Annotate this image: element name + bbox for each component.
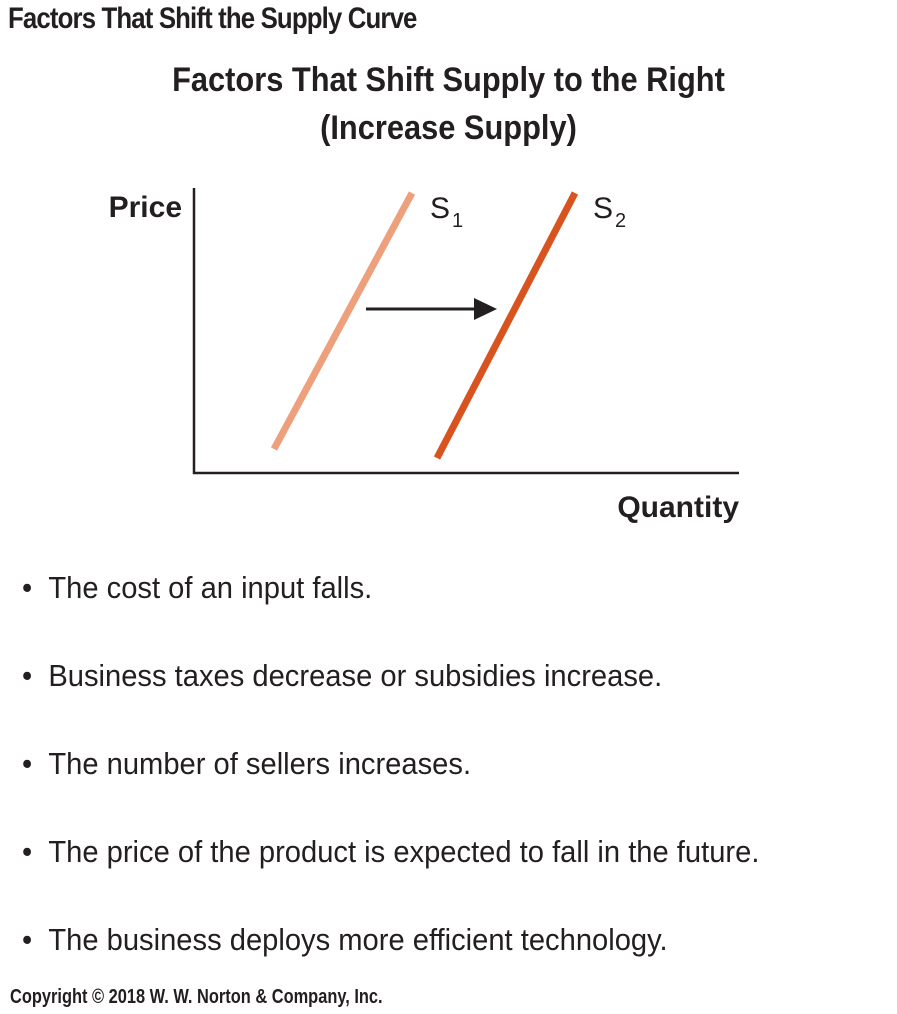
bullet-icon: •	[22, 658, 33, 693]
y-axis-label: Price	[109, 191, 182, 224]
factor-text: The cost of an input falls.	[48, 570, 373, 605]
page-title: Factors That Shift the Supply Curve	[8, 2, 417, 35]
bullet-icon: •	[22, 922, 33, 957]
x-axis-label: Quantity	[617, 491, 739, 524]
bullet-icon: •	[22, 834, 33, 869]
diagram-title: Factors That Shift Supply to the Right (…	[0, 56, 897, 152]
factor-text: The price of the product is expected to …	[48, 834, 760, 869]
factor-list: • The cost of an input falls. • Business t…	[22, 566, 807, 1006]
factor-item: • The business deploys more efficient tec…	[22, 918, 759, 1006]
factor-item: • The price of the product is expected to…	[22, 830, 759, 918]
s1-letter: S	[430, 192, 450, 225]
arrow-head	[474, 298, 497, 320]
shift-right-arrow	[366, 298, 497, 320]
diagram-title-line-1: Factors That Shift Supply to the Right	[172, 61, 725, 99]
s2-subscript: 2	[615, 210, 626, 232]
s2-letter: S	[593, 192, 613, 225]
copyright-notice: Copyright © 2018 W. W. Norton & Company,…	[10, 986, 383, 1008]
factor-text: The number of sellers increases.	[48, 746, 472, 781]
supply-curve-s1	[270, 191, 416, 451]
supply-curve-s2	[433, 191, 579, 460]
s1-subscript: 1	[452, 210, 463, 232]
factor-item: • The number of sellers increases.	[22, 742, 759, 830]
factor-text: The business deploys more efficient tech…	[48, 922, 668, 957]
factor-item: • The cost of an input falls.	[22, 566, 759, 654]
factor-item: • Business taxes decrease or subsidies in…	[22, 654, 759, 742]
factor-text: Business taxes decrease or subsidies inc…	[48, 658, 663, 693]
diagram-title-line-2: (Increase Supply)	[320, 109, 577, 147]
bullet-icon: •	[22, 570, 33, 605]
bullet-icon: •	[22, 746, 33, 781]
